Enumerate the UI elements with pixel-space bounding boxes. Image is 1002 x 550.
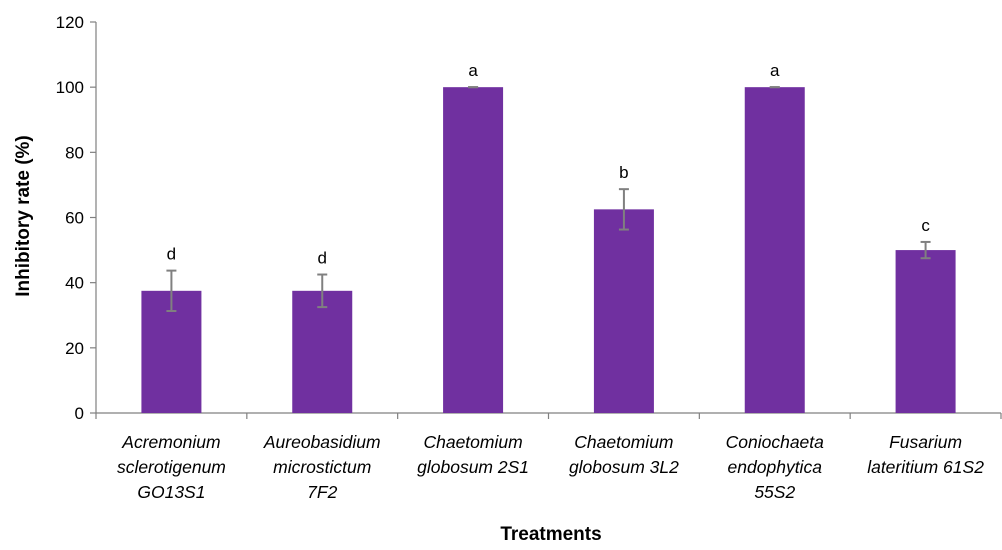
significance-label: d [167,245,176,264]
x-category-label-line: Chaetomium [574,432,673,452]
bar [292,291,352,413]
bar [896,250,956,413]
x-category-label-line: globosum 3L2 [569,457,679,477]
x-category-label-line: Chaetomium [423,432,522,452]
y-tick-label: 20 [65,339,84,358]
bar [745,87,805,413]
x-category-label-line: Fusarium [889,432,962,452]
x-category-label: Chaetomium globosum 3L2 [569,432,679,477]
x-category-label-line: endophytica [728,457,823,477]
x-category-label-line: Coniochaeta [726,432,825,452]
bar [594,209,654,413]
x-category-label: Aureobasidium microstictum 7F2 [263,432,381,502]
x-category-label-line: 55S2 [754,482,795,502]
bars-group [141,87,955,413]
labels-group: d Acremonium sclerotigenum GO13S1 d Aureobasi… [117,61,984,502]
error-bars-group [166,87,930,311]
x-category-label-line: lateritium 61S2 [867,457,984,477]
x-category-label-line: sclerotigenum [117,457,226,477]
significance-label: b [619,163,628,182]
x-category-label-line: GO13S1 [137,482,205,502]
x-category-label-line: Aureobasidium [263,432,381,452]
x-category-label-line: globosum 2S1 [417,457,529,477]
x-axis-title: Treatments [500,524,601,545]
y-tick-label: 40 [65,274,84,293]
y-tick-label: 80 [65,143,84,162]
x-category-label: Coniochaeta endophytica 55S2 [726,432,825,502]
x-category-label: Acremonium sclerotigenum GO13S1 [117,432,226,502]
significance-label: c [921,216,930,235]
x-category-label-line: Acremonium [121,432,220,452]
significance-label: d [318,249,327,268]
x-category-label-line: microstictum [273,457,371,477]
y-axis-title: Inhibitory rate (%) [13,135,34,297]
y-tick-label: 120 [56,13,84,32]
x-category-label: Fusarium lateritium 61S2 [867,432,984,477]
y-tick-label: 60 [65,209,84,228]
significance-label: a [770,61,780,80]
x-category-label: Chaetomium globosum 2S1 [417,432,529,477]
y-tick-label: 0 [75,404,84,423]
significance-label: a [468,61,478,80]
y-tick-label: 100 [56,78,84,97]
bar [443,87,503,413]
x-category-label-line: 7F2 [307,482,337,502]
